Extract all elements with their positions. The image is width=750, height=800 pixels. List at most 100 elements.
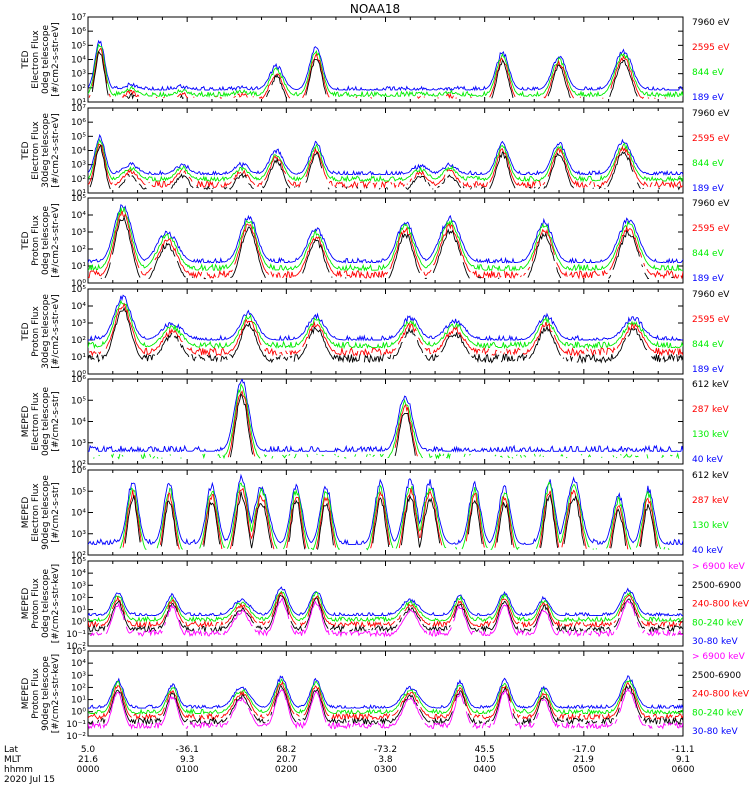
series-black — [229, 392, 416, 458]
y-axis-label-line: MEPED — [21, 678, 31, 710]
y-tick-label: 10⁵ — [71, 396, 86, 406]
y-axis-label-line: Proton Flux — [31, 306, 41, 357]
footer-time-label: 0100 — [176, 765, 199, 775]
series-blue — [88, 133, 683, 176]
y-axis-label-line: [#/cm2-s-str-eV] — [51, 203, 61, 278]
footer-time-label: 0300 — [374, 765, 397, 775]
series-blue — [88, 379, 683, 453]
series-black — [91, 50, 638, 100]
legend-entry: 80-240 keV — [692, 708, 744, 718]
y-axis-label-line: 90deg telescope — [41, 656, 51, 731]
series-blue — [88, 586, 683, 617]
y-axis-label-line: Electron Flux — [31, 392, 41, 451]
y-tick-label: 10⁻¹ — [66, 720, 86, 730]
y-axis-label: TED Proton Flux 0deg telescope [#/cm2-s-str… — [21, 203, 61, 278]
y-tick-label: 10² — [71, 460, 86, 470]
y-tick-label: 10⁶ — [71, 375, 86, 385]
y-tick-label: 10⁴ — [71, 509, 86, 519]
y-tick-label: 10² — [71, 593, 86, 603]
y-tick-label: 10² — [71, 245, 86, 255]
y-tick-label: 10⁻² — [66, 732, 86, 742]
panel-meped-e-90: 10² 10³ 10⁴ 10⁵ 10⁶ MEPED Electron Flux 90deg t… — [21, 466, 729, 561]
chart-title: NOAA18 — [350, 2, 400, 16]
legend-entry: 612 keV — [692, 380, 729, 390]
legend-entry: 189 eV — [692, 274, 725, 284]
y-axis-label: MEPED Proton Flux 90deg telescope [#/cm2-s-… — [21, 654, 61, 733]
legend-entry: > 6900 keV — [692, 652, 746, 662]
data-traces — [88, 586, 683, 638]
footer-lat-label: -36.1 — [176, 745, 199, 755]
y-tick-label: 10³ — [71, 319, 86, 329]
series-green — [93, 384, 682, 458]
series-red — [227, 389, 418, 458]
y-axis-label-line: [#/cm2-s-str-keV] — [51, 654, 61, 733]
series-black — [88, 684, 683, 726]
y-axis-label-line: Electron Flux — [31, 30, 41, 89]
y-tick-label: 10² — [71, 551, 86, 561]
series-red — [88, 591, 683, 629]
footer-mlt-label: 21.9 — [574, 755, 594, 765]
footer-time-label: 0500 — [572, 765, 595, 775]
legend-entry: 240-800 keV — [692, 690, 750, 700]
y-tick-label: 10¹ — [71, 189, 86, 199]
series-black — [124, 491, 657, 550]
y-axis-label-line: MEPED — [21, 588, 31, 620]
legend-entry: 2595 eV — [692, 43, 730, 53]
y-tick-label: 10³ — [71, 228, 86, 238]
y-axis-label-line: MEPED — [21, 497, 31, 529]
y-axis-label-line: [#/cm2-s-str] — [51, 482, 61, 542]
y-axis-label: TED Electron Flux 30deg telescope [#/cm2-s-… — [21, 113, 61, 188]
y-axis-label-line: 0deg telescope — [41, 387, 51, 457]
legend-entry: 30-80 keV — [692, 637, 738, 647]
footer-mlt-label: 10.5 — [475, 755, 495, 765]
legend-entry: 844 eV — [692, 159, 725, 169]
y-tick-label: 10⁴ — [71, 569, 86, 579]
y-axis-label-line: [#/cm2-s-str-eV] — [51, 113, 61, 188]
footer-row-label: Lat — [4, 745, 19, 755]
legend-entry: 2595 eV — [692, 315, 730, 325]
legend-entry: 189 eV — [692, 365, 725, 375]
y-axis-label-line: 0deg telescope — [41, 206, 51, 276]
panel-ted-p-0: 10⁰ 10¹ 10² 10³ 10⁴ 10⁵ TED Proton Flux 0deg tel… — [21, 194, 730, 289]
y-axis-label-line: 90deg telescope — [41, 475, 51, 550]
legend-entry: 612 keV — [692, 471, 729, 481]
y-axis-label-line: 30deg telescope — [41, 294, 51, 369]
legend-entry: 40 keV — [692, 546, 724, 556]
series-blue — [88, 204, 683, 265]
data-traces — [88, 133, 683, 189]
y-tick-label: 10⁵ — [71, 285, 86, 295]
legend-entry: 2500-6900 — [692, 581, 741, 591]
y-tick-label: 10⁰ — [71, 279, 86, 289]
y-tick-label: 10⁷ — [71, 104, 86, 114]
y-tick-label: 10² — [71, 683, 86, 693]
y-tick-label: 10⁴ — [71, 211, 86, 221]
y-tick-label: 10⁰ — [71, 618, 86, 628]
panel-meped-p-90: 10⁻² 10⁻¹ 10⁰ 10¹ 10² 10³ 10⁴ 10⁵ MEPED Proton Fl… — [21, 647, 750, 742]
y-tick-label: 10⁷ — [71, 13, 86, 23]
y-axis-label-line: [#/cm2-s-str] — [51, 391, 61, 451]
y-axis-label-line: Electron Flux — [31, 483, 41, 542]
data-traces — [88, 675, 683, 730]
series-black — [88, 306, 683, 364]
y-tick-label: 10⁵ — [71, 194, 86, 204]
footer-time-label: 0400 — [473, 765, 496, 775]
y-tick-label: 10³ — [71, 581, 86, 591]
legend-entry: 7960 eV — [692, 18, 730, 28]
footer-time-label: 0000 — [77, 765, 100, 775]
legend-entry: 189 eV — [692, 184, 725, 194]
panel-ted-e-30: 10¹ 10² 10³ 10⁴ 10⁵ 10⁶ 10⁷ TED Electron Flux 30d… — [21, 104, 730, 199]
y-tick-label: 10¹ — [71, 262, 86, 272]
data-traces — [88, 204, 683, 280]
legend-entry: 240-800 keV — [692, 600, 750, 610]
footer-lat-label: -17.0 — [572, 745, 596, 755]
series-red — [88, 210, 683, 280]
footer-mlt-label: 20.7 — [276, 755, 296, 765]
series-green — [88, 590, 683, 623]
footer-lat-label: 68.2 — [276, 745, 296, 755]
y-tick-label: 10⁵ — [71, 487, 86, 497]
y-tick-label: 10⁴ — [71, 56, 86, 66]
y-axis-label-line: [#/cm2-s-str-eV] — [51, 22, 61, 97]
legend-entry: 7960 eV — [692, 290, 730, 300]
footer-mlt-label: 3.8 — [378, 755, 393, 765]
